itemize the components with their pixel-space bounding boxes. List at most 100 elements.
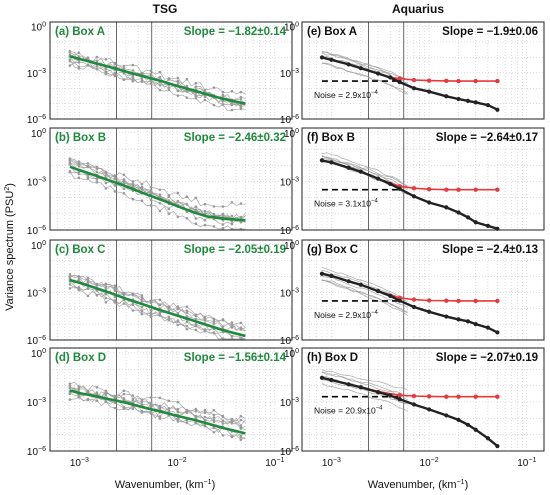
individual-point bbox=[185, 320, 189, 324]
individual-point bbox=[203, 411, 207, 415]
individual-point bbox=[212, 322, 216, 325]
individual-point bbox=[86, 279, 90, 283]
x-tick-label: 10−1 bbox=[265, 457, 284, 469]
mean-spectrum-point bbox=[427, 309, 432, 314]
panel-label: (d) Box D bbox=[55, 352, 106, 364]
individual-point bbox=[95, 399, 99, 403]
individual-point bbox=[185, 324, 189, 328]
fit-point bbox=[473, 394, 478, 399]
individual-point bbox=[221, 434, 225, 437]
individual-point bbox=[194, 95, 198, 98]
individual-point bbox=[68, 386, 72, 390]
individual-point bbox=[194, 196, 198, 200]
individual-point bbox=[95, 167, 99, 171]
fit-point bbox=[456, 394, 461, 399]
y-tick-label: 10−3 bbox=[280, 397, 299, 409]
mean-spectrum-point bbox=[346, 279, 351, 284]
mean-spectrum-point bbox=[346, 382, 351, 387]
individual-point bbox=[68, 398, 72, 401]
mean-spectrum-point bbox=[319, 271, 325, 276]
individual-point bbox=[77, 395, 81, 399]
mean-spectrum-point bbox=[465, 422, 471, 427]
individual-point bbox=[158, 70, 162, 74]
individual-point bbox=[203, 218, 207, 222]
x-tick-label: 10−3 bbox=[70, 457, 89, 469]
panel-label: (h) Box D bbox=[307, 352, 358, 364]
fit-point bbox=[426, 394, 432, 399]
individual-point bbox=[221, 422, 225, 425]
mean-spectrum-point bbox=[427, 407, 432, 412]
individual-point bbox=[158, 209, 162, 213]
individual-point bbox=[77, 172, 81, 176]
individual-point bbox=[230, 103, 234, 106]
mean-spectrum-point bbox=[427, 89, 432, 94]
individual-point bbox=[104, 285, 108, 289]
fit-point bbox=[426, 78, 432, 83]
individual-point bbox=[167, 309, 171, 312]
individual-point bbox=[113, 74, 117, 78]
individual-point bbox=[104, 170, 108, 174]
y-tick-label: 10−6 bbox=[27, 446, 46, 458]
individual-point bbox=[212, 205, 216, 208]
individual-spectrum bbox=[69, 274, 246, 329]
individual-point bbox=[176, 319, 180, 322]
individual-point bbox=[176, 417, 180, 420]
individual-point bbox=[68, 59, 72, 63]
individual-point bbox=[158, 201, 162, 205]
individual-point bbox=[86, 177, 90, 181]
individual-point bbox=[176, 306, 180, 310]
y-tick-label: 100 bbox=[31, 348, 46, 360]
individual-point bbox=[167, 399, 171, 403]
individual-point bbox=[176, 420, 180, 423]
fit-point bbox=[444, 187, 449, 192]
individual-point bbox=[77, 275, 81, 278]
mean-spectrum-point bbox=[329, 57, 334, 62]
individual-spectrum bbox=[321, 152, 408, 186]
mean-spectrum-point bbox=[473, 322, 478, 327]
individual-point bbox=[140, 400, 144, 404]
individual-point bbox=[230, 220, 234, 223]
individual-point bbox=[212, 86, 216, 89]
individual-point bbox=[149, 189, 153, 192]
individual-point bbox=[185, 421, 189, 425]
individual-point bbox=[212, 418, 216, 422]
individual-point bbox=[140, 312, 144, 316]
individual-point bbox=[131, 197, 135, 201]
individual-point bbox=[149, 309, 153, 312]
individual-point bbox=[239, 414, 243, 418]
individual-spectrum bbox=[321, 369, 408, 391]
individual-point bbox=[104, 301, 108, 304]
individual-point bbox=[194, 85, 198, 88]
individual-point bbox=[122, 405, 126, 409]
panel-label: (a) Box A bbox=[55, 26, 105, 38]
mean-spectrum-point bbox=[444, 413, 449, 418]
slope-label: Slope = −1.82±0.14 bbox=[184, 26, 287, 38]
mean-spectrum-point bbox=[411, 402, 417, 407]
individual-point bbox=[95, 393, 99, 396]
individual-point bbox=[167, 212, 171, 215]
individual-point bbox=[221, 325, 225, 328]
mean-spectrum-line bbox=[69, 165, 246, 222]
individual-spectrum bbox=[321, 279, 408, 316]
y-tick-label: 100 bbox=[31, 128, 46, 140]
individual-point bbox=[95, 55, 99, 59]
individual-point bbox=[122, 291, 126, 295]
individual-point bbox=[140, 403, 144, 406]
mean-spectrum-point bbox=[388, 293, 393, 299]
mean-spectrum-point bbox=[358, 169, 363, 174]
individual-point bbox=[158, 415, 162, 418]
mean-spectrum-point bbox=[397, 396, 402, 402]
individual-point bbox=[239, 326, 243, 330]
individual-point bbox=[140, 79, 144, 83]
noise-label: Noise = 2.9x10−4 bbox=[314, 90, 378, 100]
individual-point bbox=[221, 337, 225, 340]
mean-spectrum-point bbox=[473, 427, 478, 432]
individual-point bbox=[122, 392, 126, 396]
individual-point bbox=[86, 164, 90, 168]
mean-spectrum-point bbox=[485, 102, 491, 108]
slope-label: Slope = −1.56±0.14 bbox=[184, 352, 287, 364]
individual-point bbox=[176, 80, 180, 84]
individual-point bbox=[203, 209, 207, 213]
mean-spectrum-point bbox=[346, 62, 351, 67]
individual-point bbox=[176, 323, 180, 327]
